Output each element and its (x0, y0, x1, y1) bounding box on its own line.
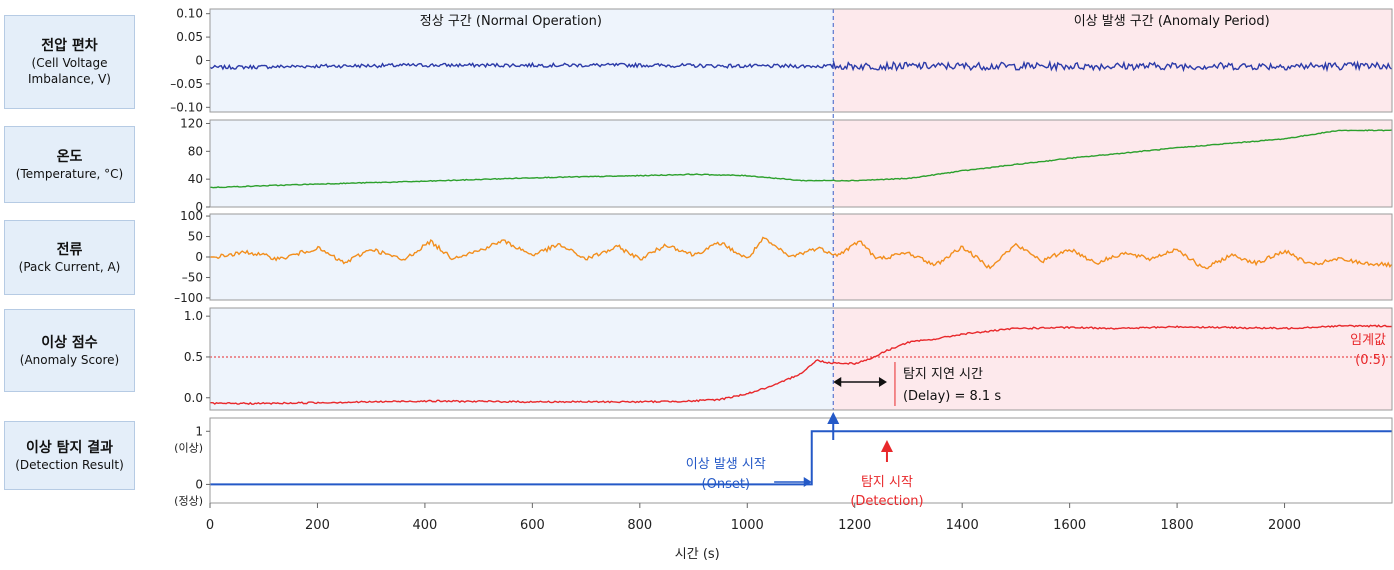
y-tick-label: 100 (180, 209, 203, 223)
x-axis-label: 시간 (s) (675, 547, 720, 562)
y-tick-label: –100 (174, 291, 203, 305)
threshold-label: 임계값 (1350, 333, 1386, 348)
y-tick-label: 0.0 (184, 391, 203, 405)
delay-arrow-head-right (878, 377, 887, 387)
y-tick-label: 120 (180, 116, 203, 130)
score-series-line (210, 324, 1392, 406)
detection-step-line (210, 430, 1392, 486)
panel-label-kr: 온도 (56, 148, 83, 165)
onset-pointer-head (803, 477, 812, 487)
x-tick-label: 0 (206, 518, 214, 533)
panel-label-detection: 이상 탐지 결과 (Detection Result) (4, 421, 135, 490)
x-tick-label: 1000 (731, 518, 764, 533)
current-series-line (209, 236, 1393, 270)
anomaly-region-bg (833, 120, 1392, 207)
x-tick-label: 1200 (838, 518, 871, 533)
panel-label-kr: 이상 탐지 결과 (25, 439, 114, 456)
panel-frame (209, 417, 1393, 504)
x-tick-label: 1400 (946, 518, 979, 533)
normal-region-bg (210, 214, 834, 300)
delay-value-label: (Delay) = 8.1 s (903, 389, 1001, 404)
x-tick-label: 2000 (1268, 518, 1301, 533)
anomaly-region-label: 이상 발생 구간 (Anomaly Period) (1074, 14, 1270, 29)
delay-arrow-head-left (833, 377, 842, 387)
panel-label-temperature: 온도 (Temperature, °C) (4, 126, 135, 203)
panel-label-en: (Anomaly Score) (19, 352, 120, 367)
detection-sublabel: (Detection) (850, 494, 923, 509)
y-tick-label: –50 (182, 270, 203, 284)
panel-label-en: (Detection Result) (15, 457, 124, 472)
delay-label: 탐지 지연 시간 (903, 367, 983, 382)
y-tick-label: 40 (188, 172, 203, 186)
voltage-series-line (209, 59, 1392, 73)
panel-label-current: 전류 (Pack Current, A) (4, 220, 135, 295)
anomaly-region-bg (833, 9, 1392, 112)
y-tick-label: –0.10 (170, 100, 203, 114)
y-tick-label: –0.05 (170, 77, 203, 91)
panel-label-kr: 전압 편차 (41, 38, 98, 54)
panel-label-en: Imbalance, V) (28, 72, 111, 86)
x-tick-label: 800 (627, 518, 652, 533)
panel-label-en: (Pack Current, A) (18, 259, 121, 274)
y-tick-label: 0.10 (176, 7, 203, 21)
temperature-series-line (210, 129, 1392, 189)
onset-sublabel: (Onset) (702, 477, 750, 492)
panel-label-en: (Temperature, °C) (15, 166, 124, 181)
y-tick-label: 1.0 (184, 309, 203, 323)
panel-frame (209, 307, 1393, 411)
y-tick-label: 0 (195, 54, 203, 68)
x-tick-label: 1600 (1053, 518, 1086, 533)
panel-label-score: 이상 점수 (Anomaly Score) (4, 309, 135, 392)
onset-arrow-head (827, 412, 840, 424)
x-tick-label: 600 (520, 518, 545, 533)
panel-label-kr: 전류 (56, 241, 83, 258)
y-tick-label: 0 (195, 477, 203, 491)
y-tick-label: 50 (188, 230, 203, 244)
y-tick-label: 1 (195, 424, 203, 438)
panel-label-en: (Cell Voltage (31, 56, 108, 70)
threshold-value-label: (0.5) (1355, 353, 1386, 368)
normal-region-label: 정상 구간 (Normal Operation) (420, 14, 602, 29)
normal-region-bg (210, 308, 834, 410)
y-tick-label: 0 (195, 200, 203, 214)
x-tick-label: 200 (305, 518, 330, 533)
panel-frame (209, 119, 1393, 208)
panel-label-kr: 이상 점수 (41, 334, 98, 351)
detection-label: 탐지 시작 (861, 475, 913, 490)
detection-arrow-head (880, 440, 893, 452)
y-tick-label: 80 (188, 144, 203, 158)
x-tick-label: 400 (412, 518, 437, 533)
y-tick-sublabel: (이상) (174, 441, 203, 454)
anomaly-region-bg (833, 308, 1392, 410)
panel-label-voltage: 전압 편차 (Cell Voltage Imbalance, V) (4, 15, 135, 109)
y-tick-label: 0 (195, 250, 203, 264)
normal-region-bg (210, 120, 834, 207)
y-tick-label: 0.5 (184, 350, 203, 364)
y-tick-label: 0.05 (176, 30, 203, 44)
y-tick-sublabel: (정상) (174, 494, 203, 507)
onset-label: 이상 발생 시작 (686, 457, 766, 472)
x-tick-label: 1800 (1161, 518, 1194, 533)
normal-region-bg (210, 9, 834, 112)
